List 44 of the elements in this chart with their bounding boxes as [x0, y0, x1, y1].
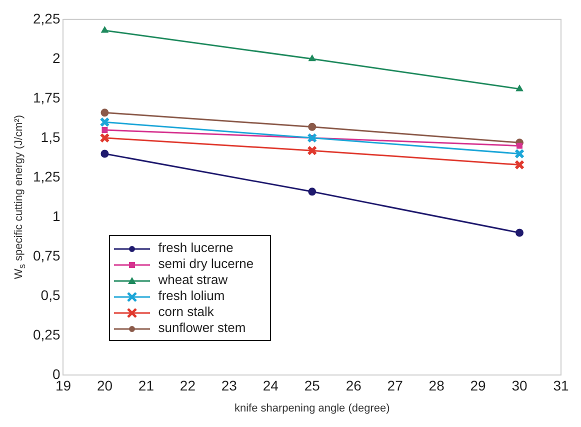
x-tick-label: 27 — [387, 377, 404, 394]
x-tick-label: 21 — [138, 377, 154, 394]
y-tick-label: 1,5 — [40, 128, 60, 145]
legend-label: corn stalk — [158, 304, 214, 319]
y-tick-label: 0 — [52, 366, 60, 382]
x-tick-label: 23 — [221, 377, 238, 394]
legend-label: fresh lucerne — [158, 240, 234, 255]
y-tick-label: 1,75 — [33, 89, 60, 106]
y-tick-label: 1,25 — [33, 168, 60, 184]
x-tick-label: 25 — [304, 377, 320, 394]
x-tick-label: 30 — [512, 377, 528, 394]
point — [514, 160, 525, 170]
y-tick-label: 2,25 — [33, 10, 60, 26]
legend-label: wheat straw — [158, 272, 228, 287]
legend-label: fresh lolium — [158, 288, 225, 303]
x-tick-label: 29 — [470, 377, 486, 394]
x-tick-label: 28 — [428, 377, 445, 394]
legend-label: semi dry lucerne — [158, 256, 254, 271]
y-tick-label: 2 — [52, 50, 60, 66]
point — [308, 122, 316, 131]
x-tick-label: 26 — [346, 377, 362, 394]
point — [308, 188, 316, 196]
x-axis-title: knife sharpening angle (degree) — [234, 402, 390, 414]
point — [308, 54, 316, 62]
point — [516, 84, 524, 92]
point — [307, 146, 318, 156]
point — [100, 150, 109, 158]
point — [100, 132, 110, 143]
point — [514, 148, 525, 159]
x-tick-label: 22 — [180, 377, 196, 394]
y-tick-label: 0,25 — [33, 326, 60, 342]
point — [100, 117, 110, 128]
point — [516, 228, 524, 237]
x-tick-label: 20 — [96, 377, 113, 394]
legend-label: sunflower stem — [158, 320, 246, 335]
point — [101, 26, 108, 33]
x-tick-label: 31 — [553, 377, 569, 394]
point — [100, 108, 109, 117]
y-tick-label: 1 — [52, 208, 60, 224]
y-tick-label: 0,75 — [33, 247, 60, 264]
point — [516, 142, 522, 149]
y-tick-label: 0,5 — [40, 286, 60, 303]
point — [102, 127, 108, 134]
x-tick-label: 24 — [262, 377, 279, 394]
